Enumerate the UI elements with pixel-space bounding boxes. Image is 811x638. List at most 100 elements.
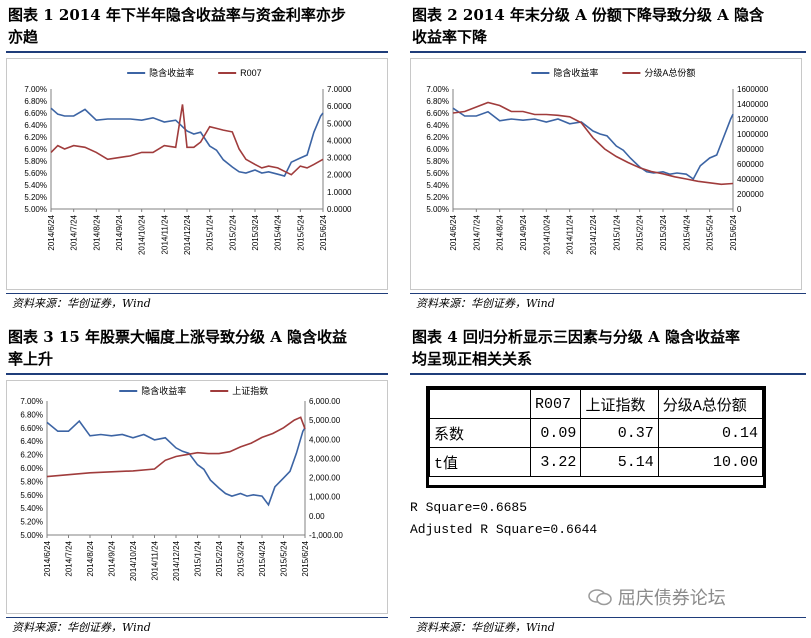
y-right-tick-label: 6.0000 [327, 102, 352, 111]
y-right-tick-label: 2.0000 [327, 171, 352, 180]
regression-table-frame: R007 上证指数 分级A总份额 系数 0.09 0.37 0.14 t值 3.… [426, 386, 766, 488]
y-left-tick-label: 5.40% [20, 504, 43, 513]
x-tick-label: 2014/8/24 [496, 214, 505, 250]
x-tick-label: 2014/10/24 [129, 540, 138, 581]
x-tick-label: 2015/4/24 [258, 540, 267, 576]
x-tick-label: 2015/6/24 [729, 214, 738, 250]
table-row-label: t值 [429, 447, 531, 477]
y-right-tick-label: 0 [737, 205, 742, 214]
x-tick-label: 2015/5/24 [296, 214, 305, 250]
figure-2-caption: 图表 2 2014 年末分级 A 份额下降导致分级 A 隐含 收益率下降 [412, 4, 807, 48]
x-tick-label: 2015/6/24 [301, 540, 310, 576]
y-right-tick-label: 1600000 [737, 85, 769, 94]
x-tick-label: 2015/5/24 [706, 214, 715, 250]
caption-rule [410, 373, 806, 375]
x-tick-label: 2014/10/24 [138, 214, 147, 255]
x-tick-label: 2014/11/24 [566, 214, 575, 254]
series-line-1 [46, 419, 306, 507]
r-square: R Square=0.6685 [410, 500, 528, 515]
x-tick-label: 2014/8/24 [92, 214, 101, 250]
x-tick-label: 2014/7/24 [472, 214, 481, 250]
watermark: 屈庆债券论坛 [588, 584, 726, 610]
caption-line: 亦趋 [8, 28, 39, 46]
y-left-tick-label: 5.00% [20, 531, 43, 540]
y-left-tick-label: 6.80% [426, 97, 449, 106]
y-left-tick-label: 5.80% [426, 157, 449, 166]
x-tick-label: 2014/11/24 [151, 540, 160, 580]
table-cell: 0.14 [657, 418, 764, 448]
legend-label: 隐含收益率 [553, 67, 598, 78]
figure-3-frame: 7.00% 6.80% 6.60% 6.40% 6.20% 6.00% 5.80% 5.60%… [6, 380, 388, 614]
y-right-tick-label: 6,000.00 [309, 397, 341, 406]
x-tick-label: 2015/2/24 [636, 214, 645, 250]
series-line-1 [452, 107, 734, 181]
x-tick-label: 2014/9/24 [115, 214, 124, 250]
table-cell: 3.22 [529, 447, 582, 477]
y-left-tick-label: 6.00% [24, 145, 47, 154]
y-right-tick-label: 0.0000 [327, 205, 352, 214]
caption-line: 图表 3 15 年股票大幅度上涨导致分级 A 隐含收益 [8, 328, 348, 346]
y-right-tick-label: 3,000.00 [309, 454, 341, 463]
x-tick-label: 2015/3/24 [659, 214, 668, 250]
watermark-text: 屈庆债券论坛 [617, 588, 726, 609]
y-right-tick-label: 7.0000 [327, 85, 352, 94]
figure-3-chart: 7.00% 6.80% 6.60% 6.40% 6.20% 6.00% 5.80% 5.60%… [20, 385, 343, 581]
caption-line: 收益率下降 [412, 28, 488, 46]
figure-4-source: 资料来源：华创证券，Wind [416, 621, 555, 634]
table-row-label: 系数 [429, 418, 531, 448]
y-left-tick-label: 6.40% [426, 121, 449, 130]
y-left-tick-label: 5.20% [20, 518, 43, 527]
x-tick-label: 2014/7/24 [70, 214, 79, 250]
legend-label: 分级A总份额 [644, 67, 695, 78]
x-tick-label: 2014/9/24 [519, 214, 528, 250]
table-cell: 10.00 [657, 447, 764, 477]
x-tick-label: 2015/1/24 [612, 214, 621, 250]
y-left-tick-label: 5.00% [24, 205, 47, 214]
caption-line: 图表 1 2014 年下半年隐含收益率与资金利率亦步 [8, 6, 346, 24]
figure-1-source: 资料来源：华创证券，Wind [12, 297, 151, 310]
caption-line: 图表 2 2014 年末分级 A 份额下降导致分级 A 隐含 [412, 6, 765, 24]
x-tick-label: 2014/11/24 [160, 214, 169, 254]
table-header-cell: R007 [529, 389, 582, 419]
legend-label: 隐含收益率 [141, 385, 186, 396]
figure-1-chart: 7.00% 6.80% 6.60% 6.40% 6.20% 6.00% 5.80% 5.60%… [24, 67, 352, 255]
x-tick-label: 2014/7/24 [65, 540, 74, 576]
y-left-tick-label: 6.20% [20, 451, 43, 460]
x-tick-label: 2015/1/24 [194, 540, 203, 576]
y-left-tick-label: 5.40% [24, 181, 47, 190]
y-right-tick-label: 5,000.00 [309, 416, 341, 425]
table-header-cell: 上证指数 [580, 389, 659, 419]
y-right-tick-label: 2,000.00 [309, 474, 341, 483]
y-left-tick-label: 7.00% [426, 85, 449, 94]
legend-label: 隐含收益率 [149, 67, 194, 78]
legend-label: 上证指数 [232, 385, 268, 396]
series-line-1 [50, 107, 324, 177]
source-rule [6, 617, 388, 618]
x-tick-label: 2014/8/24 [86, 540, 95, 576]
figure-1-frame: 7.00% 6.80% 6.60% 6.40% 6.20% 6.00% 5.80% 5.60%… [6, 58, 388, 290]
table-header-row: R007 上证指数 分级A总份额 [429, 389, 764, 419]
y-right-tick-label: 0.00 [309, 512, 325, 521]
x-tick-label: 2015/6/24 [319, 214, 328, 250]
source-rule [410, 617, 806, 618]
y-right-tick-label: 800000 [737, 145, 764, 154]
y-left-tick-label: 5.80% [24, 157, 47, 166]
y-left-tick-label: 5.60% [24, 169, 47, 178]
y-right-tick-label: 1000000 [737, 130, 769, 139]
y-right-tick-label: 1.0000 [327, 188, 352, 197]
y-left-tick-label: 5.80% [20, 477, 43, 486]
table-row: t值 3.22 5.14 10.00 [429, 447, 764, 477]
caption-rule [6, 51, 388, 53]
figure-2-chart: 7.00% 6.80% 6.60% 6.40% 6.20% 6.00% 5.80% 5.60%… [426, 67, 769, 255]
y-right-tick-label: 4.0000 [327, 136, 352, 145]
y-left-tick-label: 6.20% [24, 133, 47, 142]
y-left-tick-label: 7.00% [20, 397, 43, 406]
x-tick-label: 2014/6/24 [43, 540, 52, 576]
y-left-tick-label: 6.60% [20, 424, 43, 433]
table-row: 系数 0.09 0.37 0.14 [429, 418, 764, 448]
y-left-tick-label: 6.60% [426, 109, 449, 118]
table-cell: 0.37 [580, 418, 659, 448]
y-right-tick-label: 1,000.00 [309, 493, 341, 502]
y-left-tick-label: 7.00% [24, 85, 47, 94]
figure-1-caption: 图表 1 2014 年下半年隐含收益率与资金利率亦步 亦趋 [8, 4, 398, 48]
